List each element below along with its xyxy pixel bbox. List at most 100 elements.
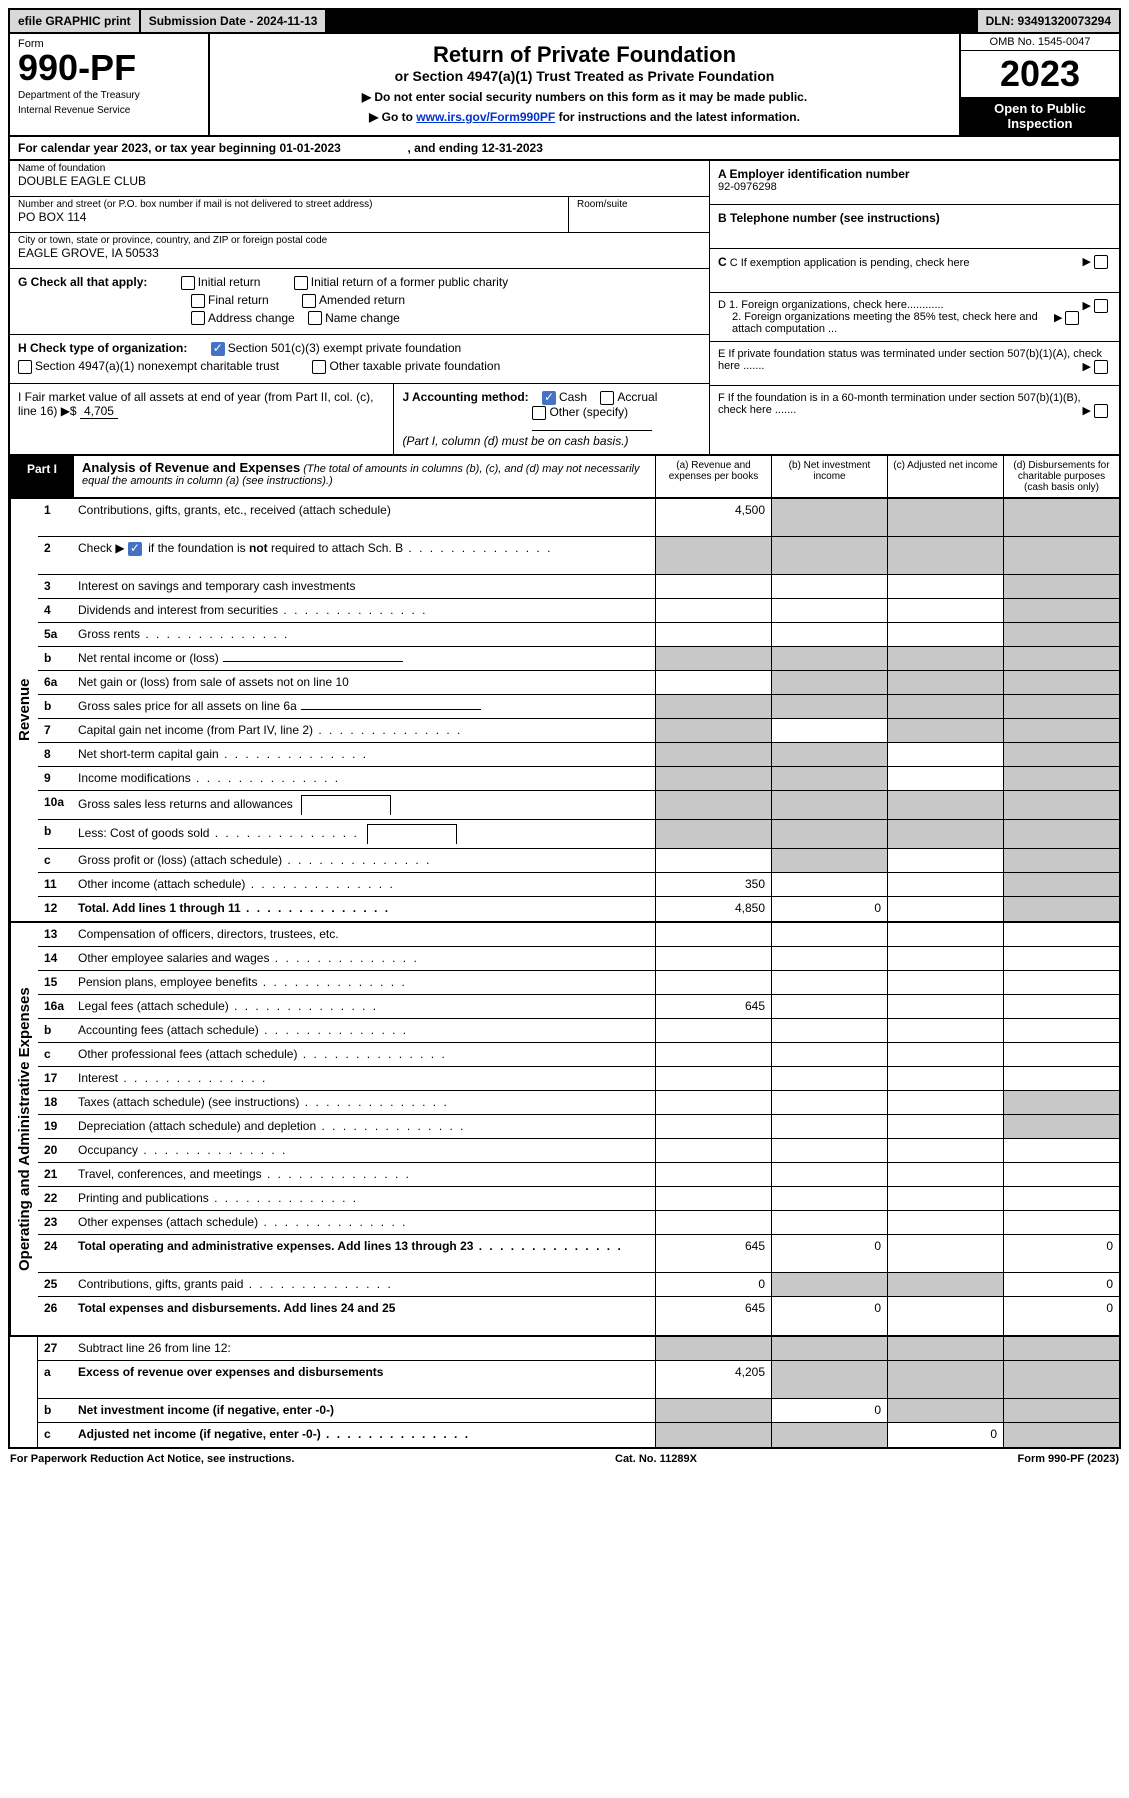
table-row: 4Dividends and interest from securities — [38, 599, 1119, 623]
cell-c — [887, 647, 1003, 670]
cell-d — [1003, 995, 1119, 1018]
line-desc: Subtract line 26 from line 12: — [74, 1337, 655, 1360]
cb-addr-change[interactable] — [191, 311, 205, 325]
cell-b — [771, 1187, 887, 1210]
foundation-name-row: Name of foundation DOUBLE EAGLE CLUB — [10, 161, 709, 197]
cell-a — [655, 767, 771, 790]
addr-label: Number and street (or P.O. box number if… — [18, 199, 560, 210]
cb-e[interactable] — [1094, 360, 1108, 374]
line-number: 16a — [38, 995, 74, 1018]
cb-d1[interactable] — [1094, 299, 1108, 313]
cell-d — [1003, 820, 1119, 848]
cell-c — [887, 499, 1003, 536]
table-row: 3Interest on savings and temporary cash … — [38, 575, 1119, 599]
cell-a — [655, 1211, 771, 1234]
column-headers: (a) Revenue and expenses per books (b) N… — [655, 456, 1119, 497]
info-block: Name of foundation DOUBLE EAGLE CLUB Num… — [8, 161, 1121, 456]
h-opt1: Section 501(c)(3) exempt private foundat… — [228, 341, 461, 355]
g-label: G Check all that apply: — [18, 275, 147, 289]
cell-a — [655, 947, 771, 970]
line-desc: Gross profit or (loss) (attach schedule) — [74, 849, 655, 872]
line-number: 20 — [38, 1139, 74, 1162]
cell-b: 0 — [771, 1399, 887, 1422]
cell-a — [655, 743, 771, 766]
line-number: b — [38, 820, 74, 848]
cell-c — [887, 743, 1003, 766]
summary-table: 27Subtract line 26 from line 12:aExcess … — [8, 1337, 1121, 1449]
line-number: b — [38, 1399, 74, 1422]
line-number: 2 — [38, 537, 74, 574]
cb-d2[interactable] — [1065, 311, 1079, 325]
cell-a — [655, 923, 771, 946]
cell-c — [887, 923, 1003, 946]
cell-d — [1003, 897, 1119, 921]
line-desc: Printing and publications — [74, 1187, 655, 1210]
foundation-name: DOUBLE EAGLE CLUB — [18, 174, 701, 188]
line-desc: Gross sales price for all assets on line… — [74, 695, 655, 718]
cell-d — [1003, 1211, 1119, 1234]
cell-b — [771, 873, 887, 896]
table-row: 6aNet gain or (loss) from sale of assets… — [38, 671, 1119, 695]
line-desc: Legal fees (attach schedule) — [74, 995, 655, 1018]
form-number: 990-PF — [18, 50, 200, 86]
part1-tab: Part I — [10, 456, 74, 497]
line-desc: Dividends and interest from securities — [74, 599, 655, 622]
cell-d — [1003, 1139, 1119, 1162]
cb-accrual[interactable] — [600, 391, 614, 405]
table-row: bLess: Cost of goods sold — [38, 820, 1119, 849]
cell-a — [655, 1043, 771, 1066]
cell-c — [887, 947, 1003, 970]
cell-a — [655, 537, 771, 574]
line-number: b — [38, 1019, 74, 1042]
cell-c — [887, 695, 1003, 718]
d1-label: D 1. Foreign organizations, check here..… — [718, 299, 944, 311]
cell-c — [887, 537, 1003, 574]
ein-label: A Employer identification number — [718, 167, 910, 181]
cell-b — [771, 1019, 887, 1042]
table-row: 18Taxes (attach schedule) (see instructi… — [38, 1091, 1119, 1115]
city-value: EAGLE GROVE, IA 50533 — [18, 246, 701, 260]
cb-c[interactable] — [1094, 255, 1108, 269]
line-desc: Total expenses and disbursements. Add li… — [74, 1297, 655, 1335]
cell-d — [1003, 1091, 1119, 1114]
cell-d — [1003, 719, 1119, 742]
g-amended: Amended return — [319, 293, 405, 307]
cb-schb[interactable] — [128, 542, 142, 556]
cb-other-method[interactable] — [532, 406, 546, 420]
cb-other-taxable[interactable] — [312, 360, 326, 374]
d-row: D 1. Foreign organizations, check here..… — [710, 293, 1119, 342]
cb-initial-former[interactable] — [294, 276, 308, 290]
cb-4947[interactable] — [18, 360, 32, 374]
table-row: 26Total expenses and disbursements. Add … — [38, 1297, 1119, 1335]
cb-amended[interactable] — [302, 294, 316, 308]
line-desc: Depreciation (attach schedule) and deple… — [74, 1115, 655, 1138]
line-desc: Net investment income (if negative, ente… — [74, 1399, 655, 1422]
cell-d — [1003, 1423, 1119, 1447]
cell-b — [771, 647, 887, 670]
line-desc: Other expenses (attach schedule) — [74, 1211, 655, 1234]
city-label: City or town, state or province, country… — [18, 235, 701, 246]
cell-d — [1003, 743, 1119, 766]
table-row: bAccounting fees (attach schedule) — [38, 1019, 1119, 1043]
j-note: (Part I, column (d) must be on cash basi… — [402, 434, 701, 448]
cb-501c3[interactable] — [211, 342, 225, 356]
cell-d — [1003, 623, 1119, 646]
revenue-label: Revenue — [10, 499, 38, 921]
line-desc: Net short-term capital gain — [74, 743, 655, 766]
telephone-row: B Telephone number (see instructions) — [710, 205, 1119, 249]
cell-a — [655, 1067, 771, 1090]
cb-cash[interactable] — [542, 391, 556, 405]
footer-center: Cat. No. 11289X — [615, 1453, 697, 1465]
part1-header: Part I Analysis of Revenue and Expenses … — [8, 456, 1121, 499]
line-desc: Check ▶ if the foundation is not require… — [74, 537, 655, 574]
expenses-label: Operating and Administrative Expenses — [10, 923, 38, 1335]
cb-f[interactable] — [1094, 404, 1108, 418]
cell-c — [887, 671, 1003, 694]
name-label: Name of foundation — [18, 163, 701, 174]
cb-final[interactable] — [191, 294, 205, 308]
cell-d — [1003, 599, 1119, 622]
irs-link[interactable]: www.irs.gov/Form990PF — [416, 110, 555, 124]
cb-name-change[interactable] — [308, 311, 322, 325]
cell-d — [1003, 499, 1119, 536]
cb-initial[interactable] — [181, 276, 195, 290]
